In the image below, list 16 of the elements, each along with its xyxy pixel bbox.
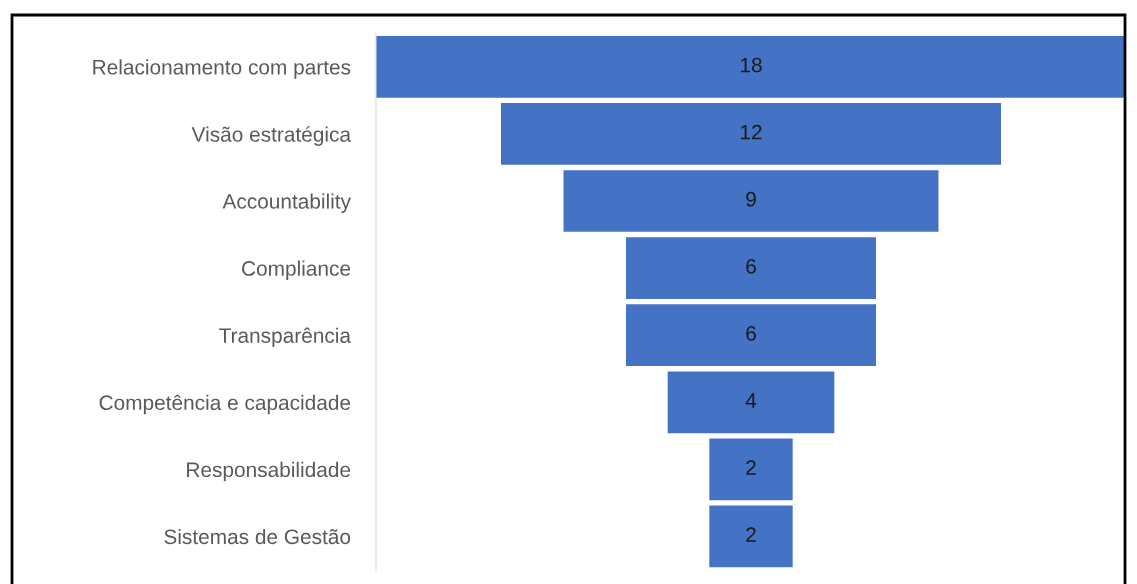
data-label: 6	[746, 326, 756, 341]
category-label: Transparência	[219, 327, 352, 348]
data-label: 2	[746, 527, 756, 542]
category-label: Relacionamento com partes	[93, 59, 351, 79]
category-label: Visão estratégica	[191, 126, 352, 146]
category-label: Competência e capacidade	[99, 394, 351, 415]
category-label: Compliance	[242, 260, 351, 280]
data-label: 18	[741, 57, 762, 73]
data-label: 4	[745, 393, 757, 408]
category-label: Sistemas de Gestão	[164, 528, 351, 545]
data-label: 12	[741, 124, 762, 140]
data-label: 6	[746, 258, 756, 274]
category-label: Accountability	[222, 193, 351, 213]
data-label: 2	[746, 460, 756, 475]
data-label: 9	[746, 191, 756, 207]
category-label: Responsabilidade	[187, 461, 351, 482]
